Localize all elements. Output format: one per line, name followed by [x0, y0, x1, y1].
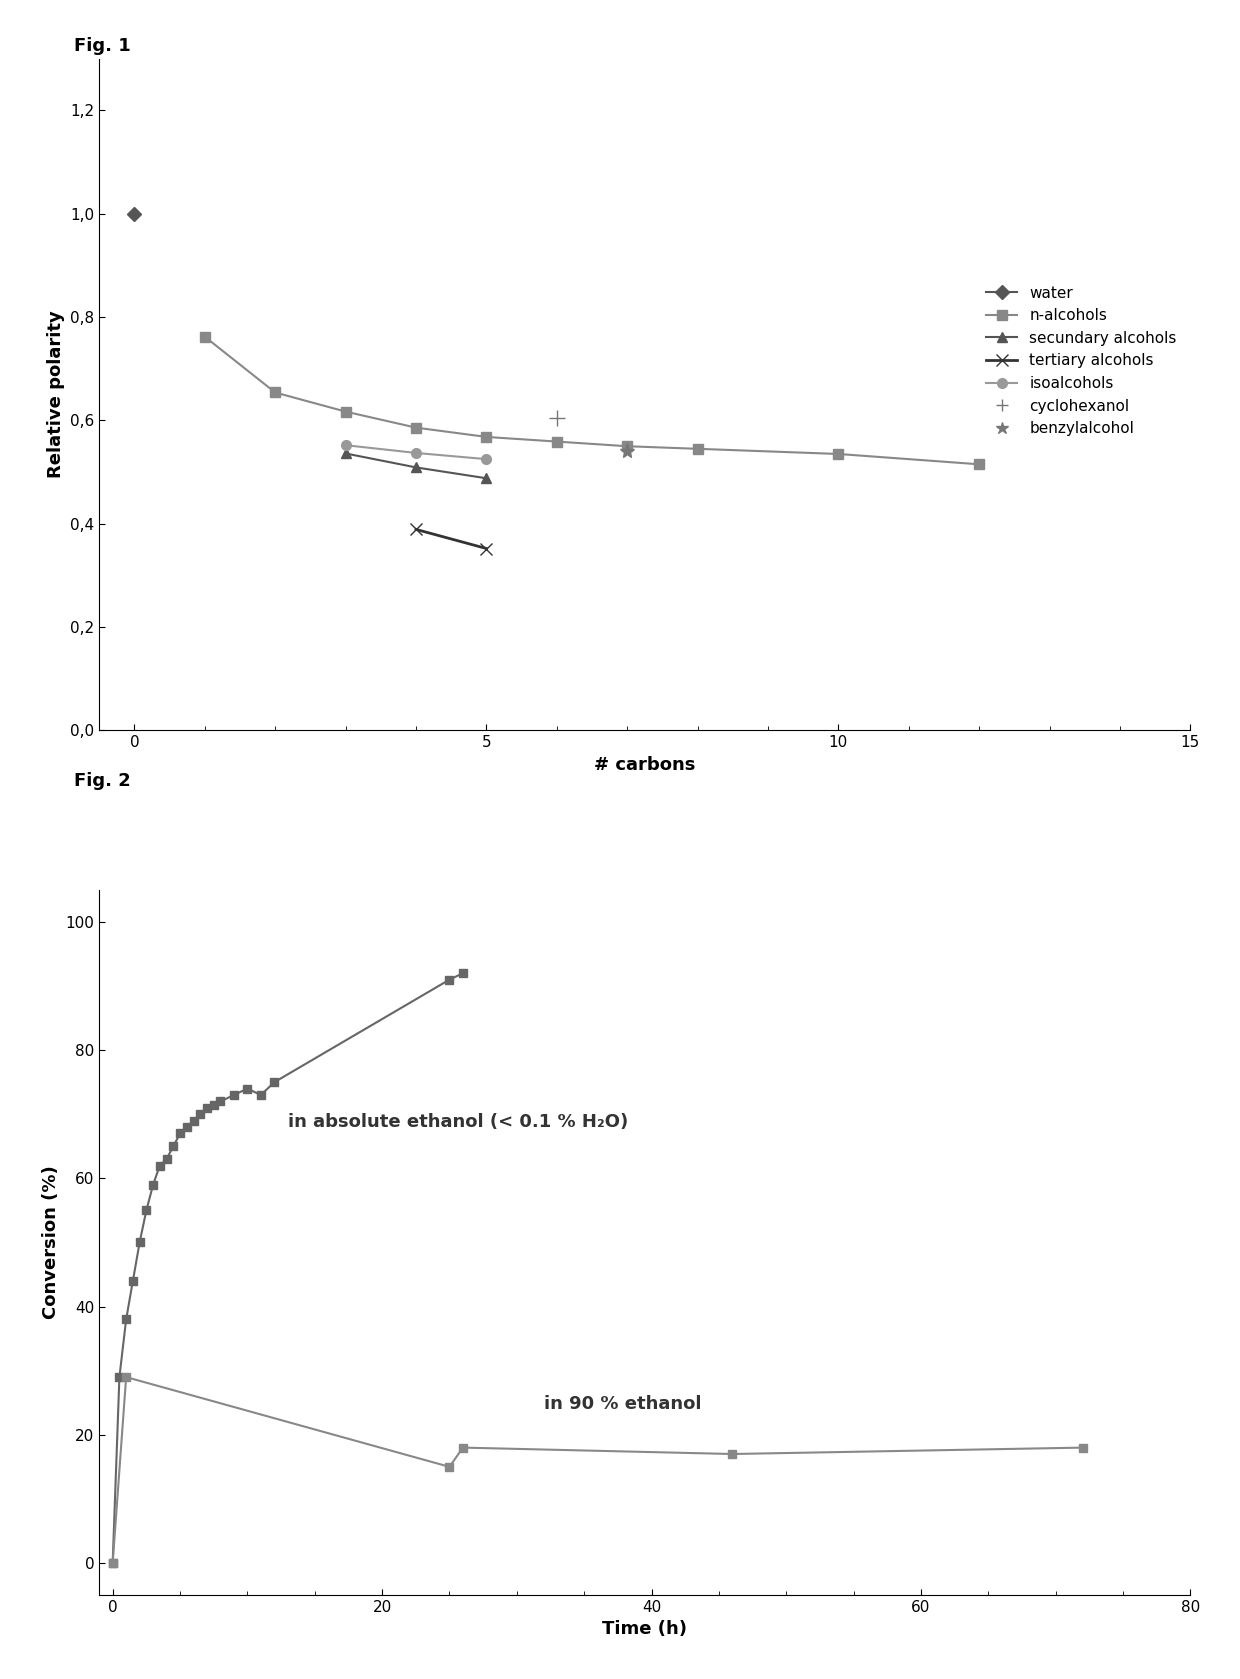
X-axis label: # carbons: # carbons — [594, 756, 696, 774]
Legend: water, n-alcohols, secundary alcohols, tertiary alcohols, isoalcohols, cyclohexa: water, n-alcohols, secundary alcohols, t… — [981, 279, 1183, 443]
Text: Fig. 1: Fig. 1 — [74, 37, 131, 55]
Y-axis label: Conversion (%): Conversion (%) — [42, 1165, 60, 1320]
Text: in absolute ethanol (< 0.1 % H₂O): in absolute ethanol (< 0.1 % H₂O) — [288, 1113, 627, 1132]
Y-axis label: Relative polarity: Relative polarity — [47, 311, 64, 479]
Text: Fig. 2: Fig. 2 — [74, 772, 131, 791]
Text: in 90 % ethanol: in 90 % ethanol — [544, 1395, 702, 1414]
X-axis label: Time (h): Time (h) — [603, 1620, 687, 1639]
